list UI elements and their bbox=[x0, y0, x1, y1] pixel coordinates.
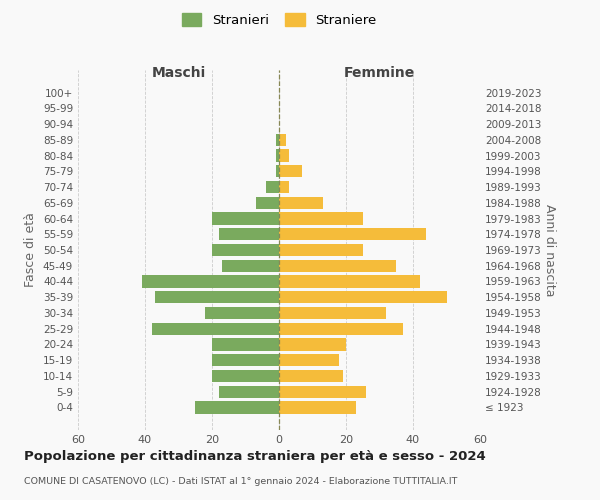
Bar bbox=[222, 260, 279, 272]
Bar bbox=[279, 307, 386, 319]
Bar bbox=[279, 134, 286, 146]
Bar bbox=[279, 276, 420, 287]
Text: Popolazione per cittadinanza straniera per età e sesso - 2024: Popolazione per cittadinanza straniera p… bbox=[24, 450, 486, 463]
Bar bbox=[279, 338, 346, 350]
Bar bbox=[279, 228, 427, 240]
Text: Maschi: Maschi bbox=[151, 66, 206, 80]
Bar bbox=[275, 134, 279, 146]
Bar bbox=[218, 386, 279, 398]
Bar bbox=[279, 165, 302, 177]
Bar bbox=[279, 196, 323, 209]
Bar bbox=[275, 150, 279, 162]
Bar bbox=[279, 212, 363, 224]
Bar bbox=[279, 244, 363, 256]
Bar bbox=[155, 291, 279, 304]
Bar bbox=[279, 386, 366, 398]
Bar bbox=[275, 165, 279, 177]
Bar bbox=[205, 307, 279, 319]
Text: Femmine: Femmine bbox=[344, 66, 415, 80]
Bar bbox=[212, 354, 279, 366]
Y-axis label: Anni di nascita: Anni di nascita bbox=[542, 204, 556, 296]
Bar bbox=[279, 291, 446, 304]
Bar bbox=[279, 322, 403, 335]
Bar bbox=[212, 338, 279, 350]
Bar bbox=[212, 212, 279, 224]
Bar bbox=[212, 244, 279, 256]
Bar bbox=[279, 370, 343, 382]
Bar bbox=[279, 354, 340, 366]
Bar bbox=[152, 322, 279, 335]
Y-axis label: Fasce di età: Fasce di età bbox=[25, 212, 37, 288]
Bar bbox=[218, 228, 279, 240]
Bar bbox=[212, 370, 279, 382]
Bar bbox=[279, 181, 289, 193]
Legend: Stranieri, Straniere: Stranieri, Straniere bbox=[178, 9, 380, 31]
Bar bbox=[195, 402, 279, 413]
Bar bbox=[279, 402, 356, 413]
Bar bbox=[256, 196, 279, 209]
Bar bbox=[279, 150, 289, 162]
Text: COMUNE DI CASATENOVO (LC) - Dati ISTAT al 1° gennaio 2024 - Elaborazione TUTTITA: COMUNE DI CASATENOVO (LC) - Dati ISTAT a… bbox=[24, 478, 457, 486]
Bar bbox=[142, 276, 279, 287]
Bar bbox=[266, 181, 279, 193]
Bar bbox=[279, 260, 396, 272]
